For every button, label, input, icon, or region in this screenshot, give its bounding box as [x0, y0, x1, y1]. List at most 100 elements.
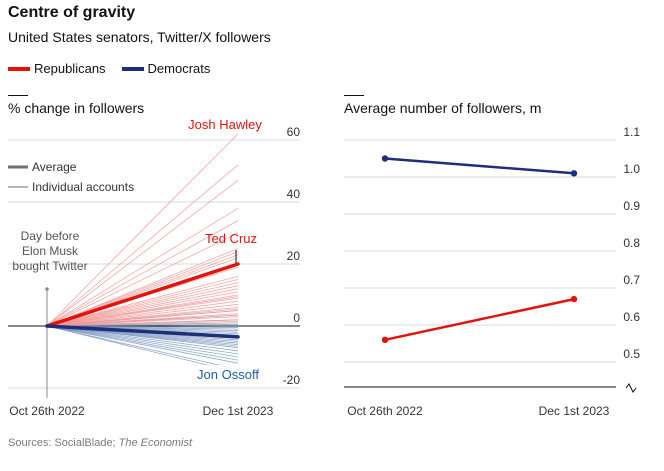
democrat-account-line: [46, 325, 239, 364]
democrat-account-line: [46, 325, 239, 355]
data-point: [381, 336, 389, 343]
republican-account-line: [46, 316, 239, 327]
source-text: Sources: SocialBlade;: [8, 437, 119, 449]
average-key-label: Average: [32, 160, 77, 174]
annotation-label: Ted Cruz: [205, 231, 257, 246]
republican-account-line: [46, 285, 239, 327]
democrat-account-line: [46, 325, 239, 352]
democrats-swatch: [121, 66, 144, 71]
republican-account-line: [46, 297, 239, 327]
republican-account-line: [46, 307, 239, 327]
y-tick-label: 60: [287, 125, 301, 139]
republican-account-line: [46, 319, 239, 327]
data-point: [570, 295, 578, 303]
individual-key-label: Individual accounts: [32, 180, 134, 194]
x-tick-label: Oct 26th 2022: [9, 404, 85, 418]
data-point: [570, 170, 578, 177]
source-publication: The Economist: [118, 437, 193, 449]
republican-account-line: [46, 313, 239, 327]
republican-account-line: [46, 291, 239, 327]
democrat-account-line: [46, 325, 239, 339]
democrat-average-line: [45, 324, 240, 339]
democrat-account-line: [46, 325, 239, 342]
event-marker-dot: [45, 287, 49, 291]
republican-account-line: [46, 207, 239, 327]
republican-account-line: [46, 266, 239, 327]
left-panel-title: % change in followers: [8, 95, 144, 116]
x-tick-label: Dec 1st 2023: [203, 404, 274, 418]
democrat-account-line: [46, 310, 239, 327]
x-tick-label: Dec 1st 2023: [539, 404, 610, 418]
y-tick-label: 40: [287, 187, 301, 201]
republican-account-line: [46, 248, 239, 327]
party-legend: Republicans Democrats: [8, 61, 210, 76]
data-point: [381, 155, 389, 162]
x-tick-label: Oct 26th 2022: [347, 404, 423, 418]
republican-account-line: [46, 303, 239, 327]
democrat-account-line: [46, 314, 239, 327]
axis-break-icon: [625, 383, 637, 393]
democrat-average-line: [384, 157, 575, 175]
annotation-label: Josh Hawley: [188, 117, 262, 132]
republican-average-line: [45, 262, 240, 328]
republican-account-line: [46, 320, 239, 327]
republican-account-line: [46, 251, 239, 327]
republican-account-line: [46, 288, 239, 327]
legend-item-republicans: Republicans: [8, 61, 106, 76]
y-tick-label: 1.1: [623, 125, 640, 139]
republican-account-line: [46, 296, 239, 327]
republicans-swatch: [8, 66, 30, 71]
democrat-account-line: [46, 325, 239, 347]
democrat-account-line: [46, 325, 239, 344]
republican-account-line: [46, 282, 239, 327]
democrat-account-line: [46, 325, 239, 361]
republican-account-line: [46, 294, 239, 327]
republican-account-line: [46, 179, 239, 327]
chart-subtitle: United States senators, Twitter/X follow…: [8, 29, 271, 45]
republican-account-line: [46, 257, 239, 327]
democrat-account-line: [46, 325, 239, 341]
democrat-account-line: [46, 325, 239, 338]
event-label: Day before: [21, 229, 80, 243]
source-note: Sources: SocialBlade; The Economist: [8, 437, 192, 449]
democrat-account-line: [46, 325, 239, 358]
event-label: bought Twitter: [12, 259, 87, 273]
republican-account-line: [46, 276, 239, 327]
democrat-account-line: [46, 325, 239, 330]
republican-account-line: [46, 133, 239, 327]
republican-account-line: [46, 220, 239, 327]
panel-title-rule: [344, 95, 364, 96]
democrat-account-line: [46, 325, 239, 370]
democrat-account-line: [46, 325, 239, 345]
y-tick-label: 1.0: [623, 162, 640, 176]
right-panel-title-text: Average number of followers, m: [344, 100, 542, 116]
democrat-account-line: [46, 325, 239, 333]
y-tick-label: 0: [293, 311, 300, 325]
republican-account-line: [46, 308, 239, 327]
y-tick-label: 0.6: [623, 310, 640, 324]
event-label: Elon Musk: [22, 244, 79, 258]
democrat-account-line: [46, 322, 239, 327]
y-tick-label: 0.7: [623, 273, 640, 287]
legend-label-republicans: Republicans: [34, 61, 106, 76]
democrat-account-line: [46, 319, 239, 327]
annotation-backdrop: [194, 365, 262, 383]
y-tick-label: 0.5: [623, 347, 640, 361]
panel-title-rule: [8, 95, 28, 96]
democrat-account-line: [46, 325, 239, 328]
left-panel-title-text: % change in followers: [8, 100, 145, 116]
republican-account-line: [46, 300, 239, 327]
republican-average-line: [384, 297, 575, 342]
democrat-account-line: [46, 324, 239, 327]
democrat-account-line: [46, 325, 239, 336]
legend-label-democrats: Democrats: [147, 61, 211, 76]
y-tick-label: -20: [283, 373, 301, 387]
legend-item-democrats: Democrats: [121, 61, 211, 76]
democrat-account-line: [46, 325, 239, 332]
y-tick-label: 0.8: [623, 236, 640, 250]
democrat-account-line: [46, 325, 239, 349]
republican-account-line: [46, 232, 239, 327]
republican-account-line: [46, 254, 239, 327]
democrat-account-line: [46, 325, 239, 373]
republican-account-line: [46, 164, 239, 327]
